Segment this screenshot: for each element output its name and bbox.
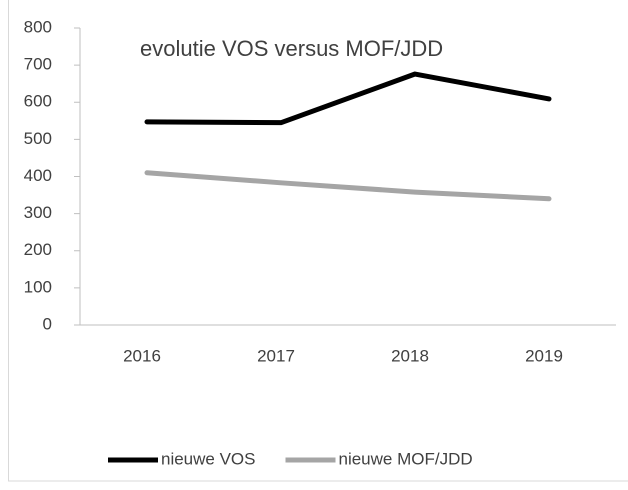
y-tick-label: 100	[24, 277, 52, 296]
chart-frame	[8, 0, 628, 482]
legend-label: nieuwe VOS	[161, 449, 256, 468]
y-tick-label: 600	[24, 92, 52, 111]
y-tick-label: 0	[43, 314, 52, 333]
x-tick-label: 2018	[391, 346, 429, 365]
legend-label: nieuwe MOF/JDD	[339, 449, 473, 468]
chart-title: evolutie VOS versus MOF/JDD	[140, 36, 443, 61]
x-tick-label: 2017	[257, 346, 295, 365]
y-tick-label: 200	[24, 240, 52, 259]
y-tick-label: 300	[24, 203, 52, 222]
x-tick-label: 2019	[525, 346, 563, 365]
y-tick-label: 500	[24, 129, 52, 148]
y-tick-label: 700	[24, 55, 52, 74]
y-tick-label: 400	[24, 166, 52, 185]
series-line	[144, 170, 552, 202]
series-line	[144, 71, 552, 126]
x-tick-label: 2016	[123, 346, 161, 365]
y-tick-label: 800	[24, 17, 52, 36]
